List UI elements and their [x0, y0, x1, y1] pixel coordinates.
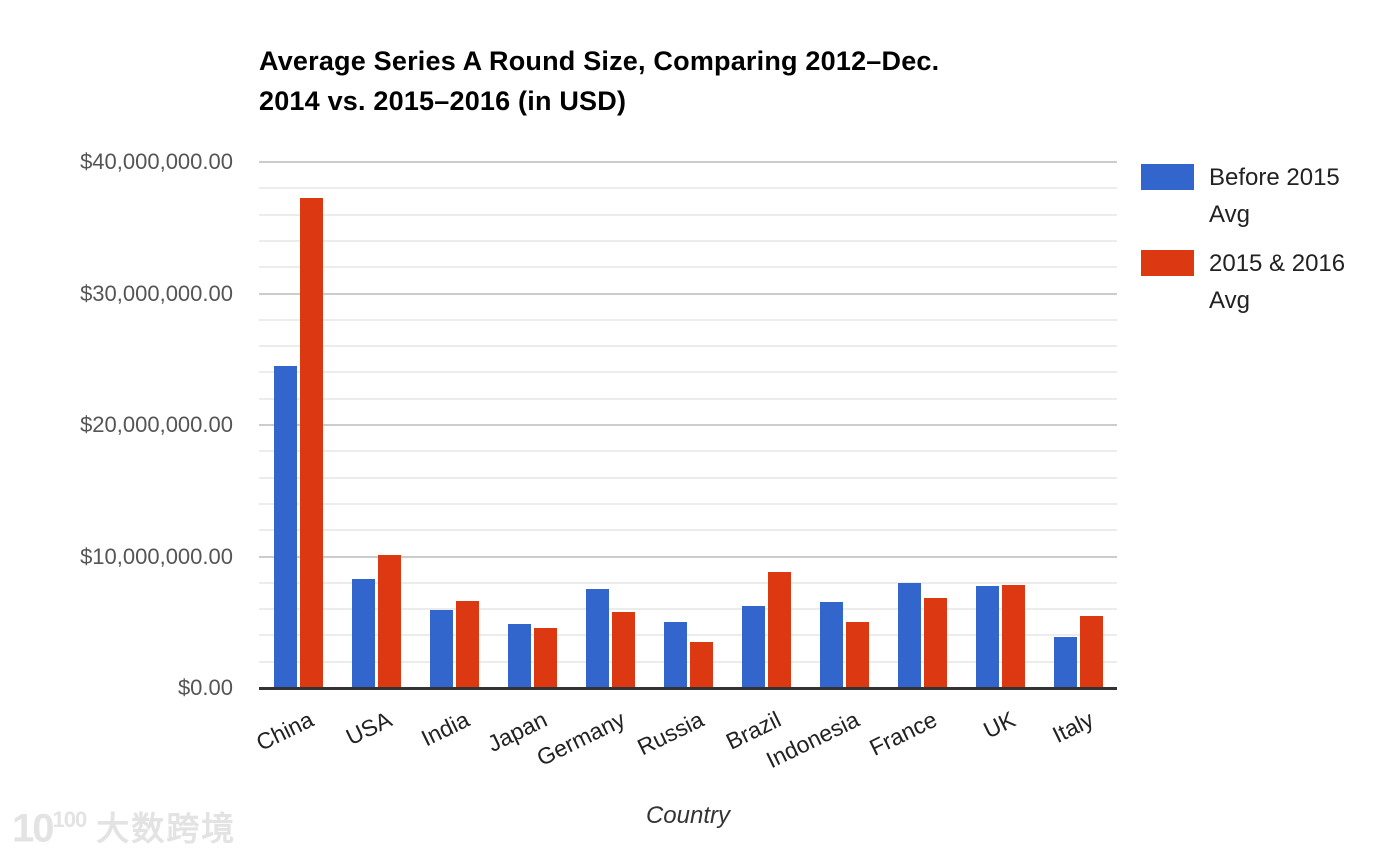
minor-gridline-32000000: [259, 266, 1117, 269]
minor-gridline-6000000: [259, 608, 1117, 611]
chart-title-line1: Average Series A Round Size, Comparing 2…: [259, 46, 940, 76]
minor-gridline-38000000: [259, 187, 1117, 190]
major-gridline-40000000: [259, 161, 1117, 163]
bar-2015-2016-avg-china[interactable]: [299, 198, 323, 688]
minor-gridline-2000000: [259, 660, 1117, 663]
minor-gridline-36000000: [259, 213, 1117, 216]
legend-swatch-blue-icon: [1141, 164, 1194, 190]
legend-label: 2015 & 2016 Avg: [1209, 245, 1345, 319]
x-tick-label-italy: Italy: [1048, 706, 1098, 748]
minor-gridline-12000000: [259, 529, 1117, 532]
bar-group-japan: [507, 162, 557, 688]
minor-gridline-18000000: [259, 450, 1117, 453]
minor-gridline-16000000: [259, 476, 1117, 479]
y-tick-label-20000000: $20,000,000.00: [80, 412, 233, 437]
bar-group-brazil: [741, 162, 791, 688]
x-axis-title: Country: [645, 802, 731, 829]
bar-2015-2016-avg-usa[interactable]: [377, 554, 401, 688]
bar-2015-2016-avg-germany[interactable]: [611, 612, 635, 688]
bar-2015-2016-avg-uk[interactable]: [1001, 585, 1025, 688]
bar-before-2015-avg-brazil[interactable]: [741, 606, 765, 688]
bar-2015-2016-avg-india[interactable]: [455, 600, 479, 688]
minor-gridline-24000000: [259, 371, 1117, 374]
y-tick-label-0: $0.00: [177, 675, 233, 700]
bar-group-italy: [1053, 162, 1103, 688]
legend-label-line2: Avg: [1209, 287, 1250, 314]
bar-group-usa: [351, 162, 401, 688]
x-axis-baseline: [259, 687, 1117, 690]
bar-before-2015-avg-china[interactable]: [273, 365, 297, 688]
bar-group-china: [273, 162, 323, 688]
bar-before-2015-avg-japan[interactable]: [507, 624, 531, 688]
bar-2015-2016-avg-france[interactable]: [923, 597, 947, 688]
minor-gridline-14000000: [259, 502, 1117, 505]
bar-2015-2016-avg-italy[interactable]: [1079, 616, 1103, 688]
minor-gridline-4000000: [259, 634, 1117, 637]
chart-title: Average Series A Round Size, Comparing 2…: [259, 41, 1089, 121]
minor-gridline-22000000: [259, 397, 1117, 400]
legend: Before 2015 Avg 2015 & 2016 Avg: [1141, 159, 1371, 331]
legend-label-line1: Before 2015: [1209, 164, 1340, 191]
major-gridline-20000000: [259, 424, 1117, 426]
minor-gridline-26000000: [259, 345, 1117, 348]
bar-group-indonesia: [819, 162, 869, 688]
plot-area: [259, 161, 1117, 690]
watermark-text: 大数跨境: [96, 810, 237, 848]
y-tick-label-30000000: $30,000,000.00: [80, 280, 233, 306]
bar-group-india: [429, 162, 479, 688]
watermark-10100-icon: 10100: [12, 806, 87, 851]
major-gridline-10000000: [259, 555, 1117, 558]
legend-item-2015-2016: 2015 & 2016 Avg: [1141, 245, 1371, 319]
bar-before-2015-avg-uk[interactable]: [975, 586, 999, 688]
bar-before-2015-avg-italy[interactable]: [1053, 636, 1077, 688]
bar-before-2015-avg-russia[interactable]: [663, 621, 687, 688]
bar-group-russia: [663, 162, 713, 688]
bar-before-2015-avg-usa[interactable]: [351, 578, 375, 688]
y-tick-label-10000000: $10,000,000.00: [80, 543, 233, 569]
bar-2015-2016-avg-russia[interactable]: [689, 641, 713, 688]
minor-gridline-34000000: [259, 239, 1117, 242]
major-gridline-30000000: [259, 292, 1117, 295]
bar-2015-2016-avg-japan[interactable]: [533, 628, 557, 688]
bar-before-2015-avg-indonesia[interactable]: [819, 601, 843, 688]
minor-gridline-8000000: [259, 581, 1117, 584]
legend-label-line2: Avg: [1209, 201, 1250, 228]
legend-swatch-red-icon: [1141, 250, 1194, 276]
bar-before-2015-avg-germany[interactable]: [585, 589, 609, 688]
legend-label-line1: 2015 & 2016: [1209, 250, 1346, 277]
bar-group-uk: [975, 162, 1025, 688]
y-tick-label-40000000: $40,000,000.00: [80, 149, 233, 174]
legend-item-before-2015: Before 2015 Avg: [1141, 159, 1371, 233]
bar-before-2015-avg-france[interactable]: [897, 583, 921, 688]
bar-2015-2016-avg-brazil[interactable]: [767, 572, 791, 688]
x-tick-wrap-italy: Italy: [886, 706, 1097, 748]
bar-group-france: [897, 162, 947, 688]
minor-gridline-28000000: [259, 318, 1117, 321]
bar-before-2015-avg-india[interactable]: [429, 609, 453, 688]
chart-title-line2: 2014 vs. 2015–2016 (in USD): [259, 86, 627, 116]
bar-2015-2016-avg-indonesia[interactable]: [845, 622, 869, 688]
legend-label: Before 2015 Avg: [1209, 159, 1340, 233]
watermark-logo: 10100 大数跨境: [12, 800, 236, 848]
bar-group-germany: [585, 162, 635, 688]
